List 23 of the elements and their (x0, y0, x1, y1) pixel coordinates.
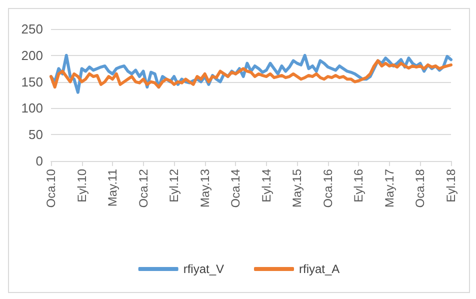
y-tick-label: 50 (28, 127, 43, 142)
y-tick-label: 100 (21, 100, 43, 116)
y-tick-label: 200 (21, 48, 43, 63)
x-tick-label: Eyl.16 (352, 168, 366, 202)
x-tick-label: May.15 (290, 168, 304, 208)
line-series (50, 59, 452, 89)
legend-label: rfiyat_A (299, 262, 340, 276)
x-tick-label: Oca.16 (320, 168, 335, 208)
x-tick-label: May.13 (198, 168, 212, 208)
x-tick-label: Eyl.14 (259, 168, 274, 202)
legend-label: rfiyat_V (183, 262, 224, 276)
x-tick-label: May.11 (106, 168, 120, 207)
x-tick-label: May.17 (382, 168, 396, 208)
x-tick-label: Eyl.10 (74, 168, 89, 202)
y-tick-label: 0 (36, 154, 43, 168)
x-tick-label: Oca.14 (228, 168, 243, 208)
x-tick-label: Oca.12 (136, 168, 150, 208)
y-tick-label: 250 (21, 22, 43, 36)
x-tick-label: Eyl.12 (167, 168, 182, 202)
x-tick-label: Oca.10 (44, 168, 58, 208)
y-tick-label: 150 (21, 74, 43, 90)
x-tick-label: Oca.18 (413, 168, 428, 208)
x-tick-label: Eyl.18 (444, 168, 458, 202)
